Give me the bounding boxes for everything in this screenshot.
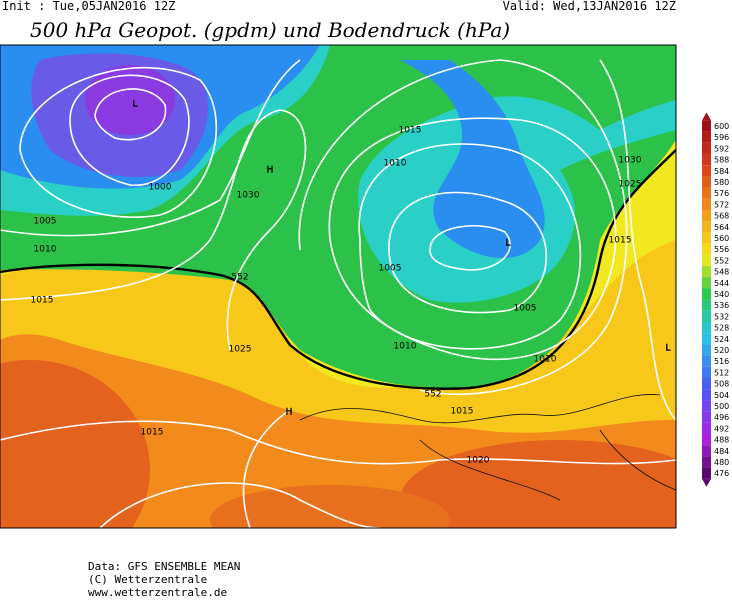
isobar-label: 552 (231, 273, 248, 283)
legend-swatch (702, 198, 711, 210)
legend-label: 544 (714, 279, 729, 288)
valid-time: Valid: Wed,13JAN2016 12Z (503, 0, 676, 13)
legend-swatch (702, 344, 711, 356)
legend-label: 572 (714, 200, 729, 209)
pressure-center-label: H (286, 408, 293, 418)
legend-label: 488 (714, 436, 729, 445)
legend-label: 520 (714, 346, 729, 355)
isobar-label: 1025 (229, 345, 252, 355)
legend-label: 524 (714, 335, 729, 344)
legend-swatch (702, 434, 711, 446)
isobar-label: 1020 (467, 456, 490, 466)
pressure-center-label: L (505, 239, 510, 249)
legend-swatch (702, 288, 711, 300)
legend-swatch (702, 131, 711, 143)
isobar-label: 1005 (379, 264, 402, 274)
legend-swatch (702, 322, 711, 334)
isobar-label: 1015 (31, 296, 54, 306)
legend-label: 540 (714, 290, 729, 299)
map: L L H H L 1000 1005 1010 1015 1030 552 1025 1015 1010… (0, 45, 676, 528)
isobar-label: 1000 (149, 183, 172, 193)
legend-swatch (702, 154, 711, 166)
legend-swatch (702, 187, 711, 199)
legend-label: 484 (714, 447, 729, 456)
legend-label: 576 (714, 189, 729, 198)
legend-label: 512 (714, 368, 729, 377)
legend-label: 496 (714, 413, 729, 422)
legend-label: 480 (714, 458, 729, 467)
isobar-label: 1015 (609, 236, 632, 246)
legend-swatch (702, 333, 711, 345)
isobar-label: 1030 (237, 191, 260, 201)
legend-swatch (702, 176, 711, 188)
legend-swatch (702, 366, 711, 378)
legend-label: 552 (714, 256, 729, 265)
legend-swatch (702, 277, 711, 289)
legend-label: 568 (714, 212, 729, 221)
legend-swatch (702, 456, 711, 468)
isobar-label: 1025 (619, 180, 642, 190)
legend-swatch (702, 165, 711, 177)
isobar-label: 1010 (384, 159, 407, 169)
footer-line: (C) Wetterzentrale (88, 573, 207, 586)
legend-swatch (702, 254, 711, 266)
legend-label: 564 (714, 223, 729, 232)
legend-label: 516 (714, 357, 729, 366)
legend-label: 592 (714, 144, 729, 153)
legend-swatch (702, 389, 711, 401)
footer-line: Data: GFS ENSEMBLE MEAN (88, 560, 240, 573)
legend-label: 588 (714, 156, 729, 165)
legend-swatch (702, 243, 711, 255)
isobar-label: 1030 (619, 156, 642, 166)
pressure-center-label: L (665, 344, 670, 354)
legend-label: 500 (714, 402, 729, 411)
legend-label: 556 (714, 245, 729, 254)
isobar-label: 1010 (34, 245, 57, 255)
legend-label: 504 (714, 391, 729, 400)
legend-swatch (702, 266, 711, 278)
legend-swatch (702, 120, 711, 132)
legend-label: 584 (714, 167, 729, 176)
legend-swatch (702, 299, 711, 311)
legend-swatch (702, 411, 711, 423)
legend-arrow-top (702, 112, 711, 121)
legend-swatch (702, 210, 711, 222)
legend-label: 476 (714, 469, 729, 478)
isobar-label: 1015 (451, 407, 474, 417)
isobar-label: 1015 (141, 428, 164, 438)
legend-label: 528 (714, 324, 729, 333)
isobar-label: 1005 (514, 304, 537, 314)
footer-line: www.wetterzentrale.de (88, 586, 227, 599)
legend-swatch (702, 355, 711, 367)
legend-swatch (702, 221, 711, 233)
legend-arrow-bottom (702, 478, 711, 487)
legend-label: 548 (714, 268, 729, 277)
legend-label: 532 (714, 312, 729, 321)
pressure-center-label: H (267, 166, 274, 176)
legend-label: 560 (714, 234, 729, 243)
legend-swatch (702, 142, 711, 154)
isobar-label: 552 (424, 390, 441, 400)
init-time: Init : Tue,05JAN2016 12Z (2, 0, 175, 13)
legend-swatch (702, 445, 711, 457)
isobar-label: 1005 (34, 217, 57, 227)
legend-swatch (702, 232, 711, 244)
isobar-label: 1010 (534, 355, 557, 365)
map-title: 500 hPa Geopot. (gpdm) und Bodendruck (h… (30, 18, 510, 42)
legend-swatch (702, 378, 711, 390)
legend-label: 596 (714, 133, 729, 142)
legend-label: 600 (714, 122, 729, 131)
legend-swatch (702, 422, 711, 434)
isobar-label: 1010 (394, 342, 417, 352)
legend-label: 580 (714, 178, 729, 187)
legend-label: 536 (714, 301, 729, 310)
legend-label: 492 (714, 424, 729, 433)
legend-label: 508 (714, 380, 729, 389)
isobar-label: 1015 (399, 126, 422, 136)
legend-swatch (702, 400, 711, 412)
legend-swatch (702, 467, 711, 479)
legend-swatch (702, 310, 711, 322)
pressure-center-label: L (132, 100, 137, 110)
